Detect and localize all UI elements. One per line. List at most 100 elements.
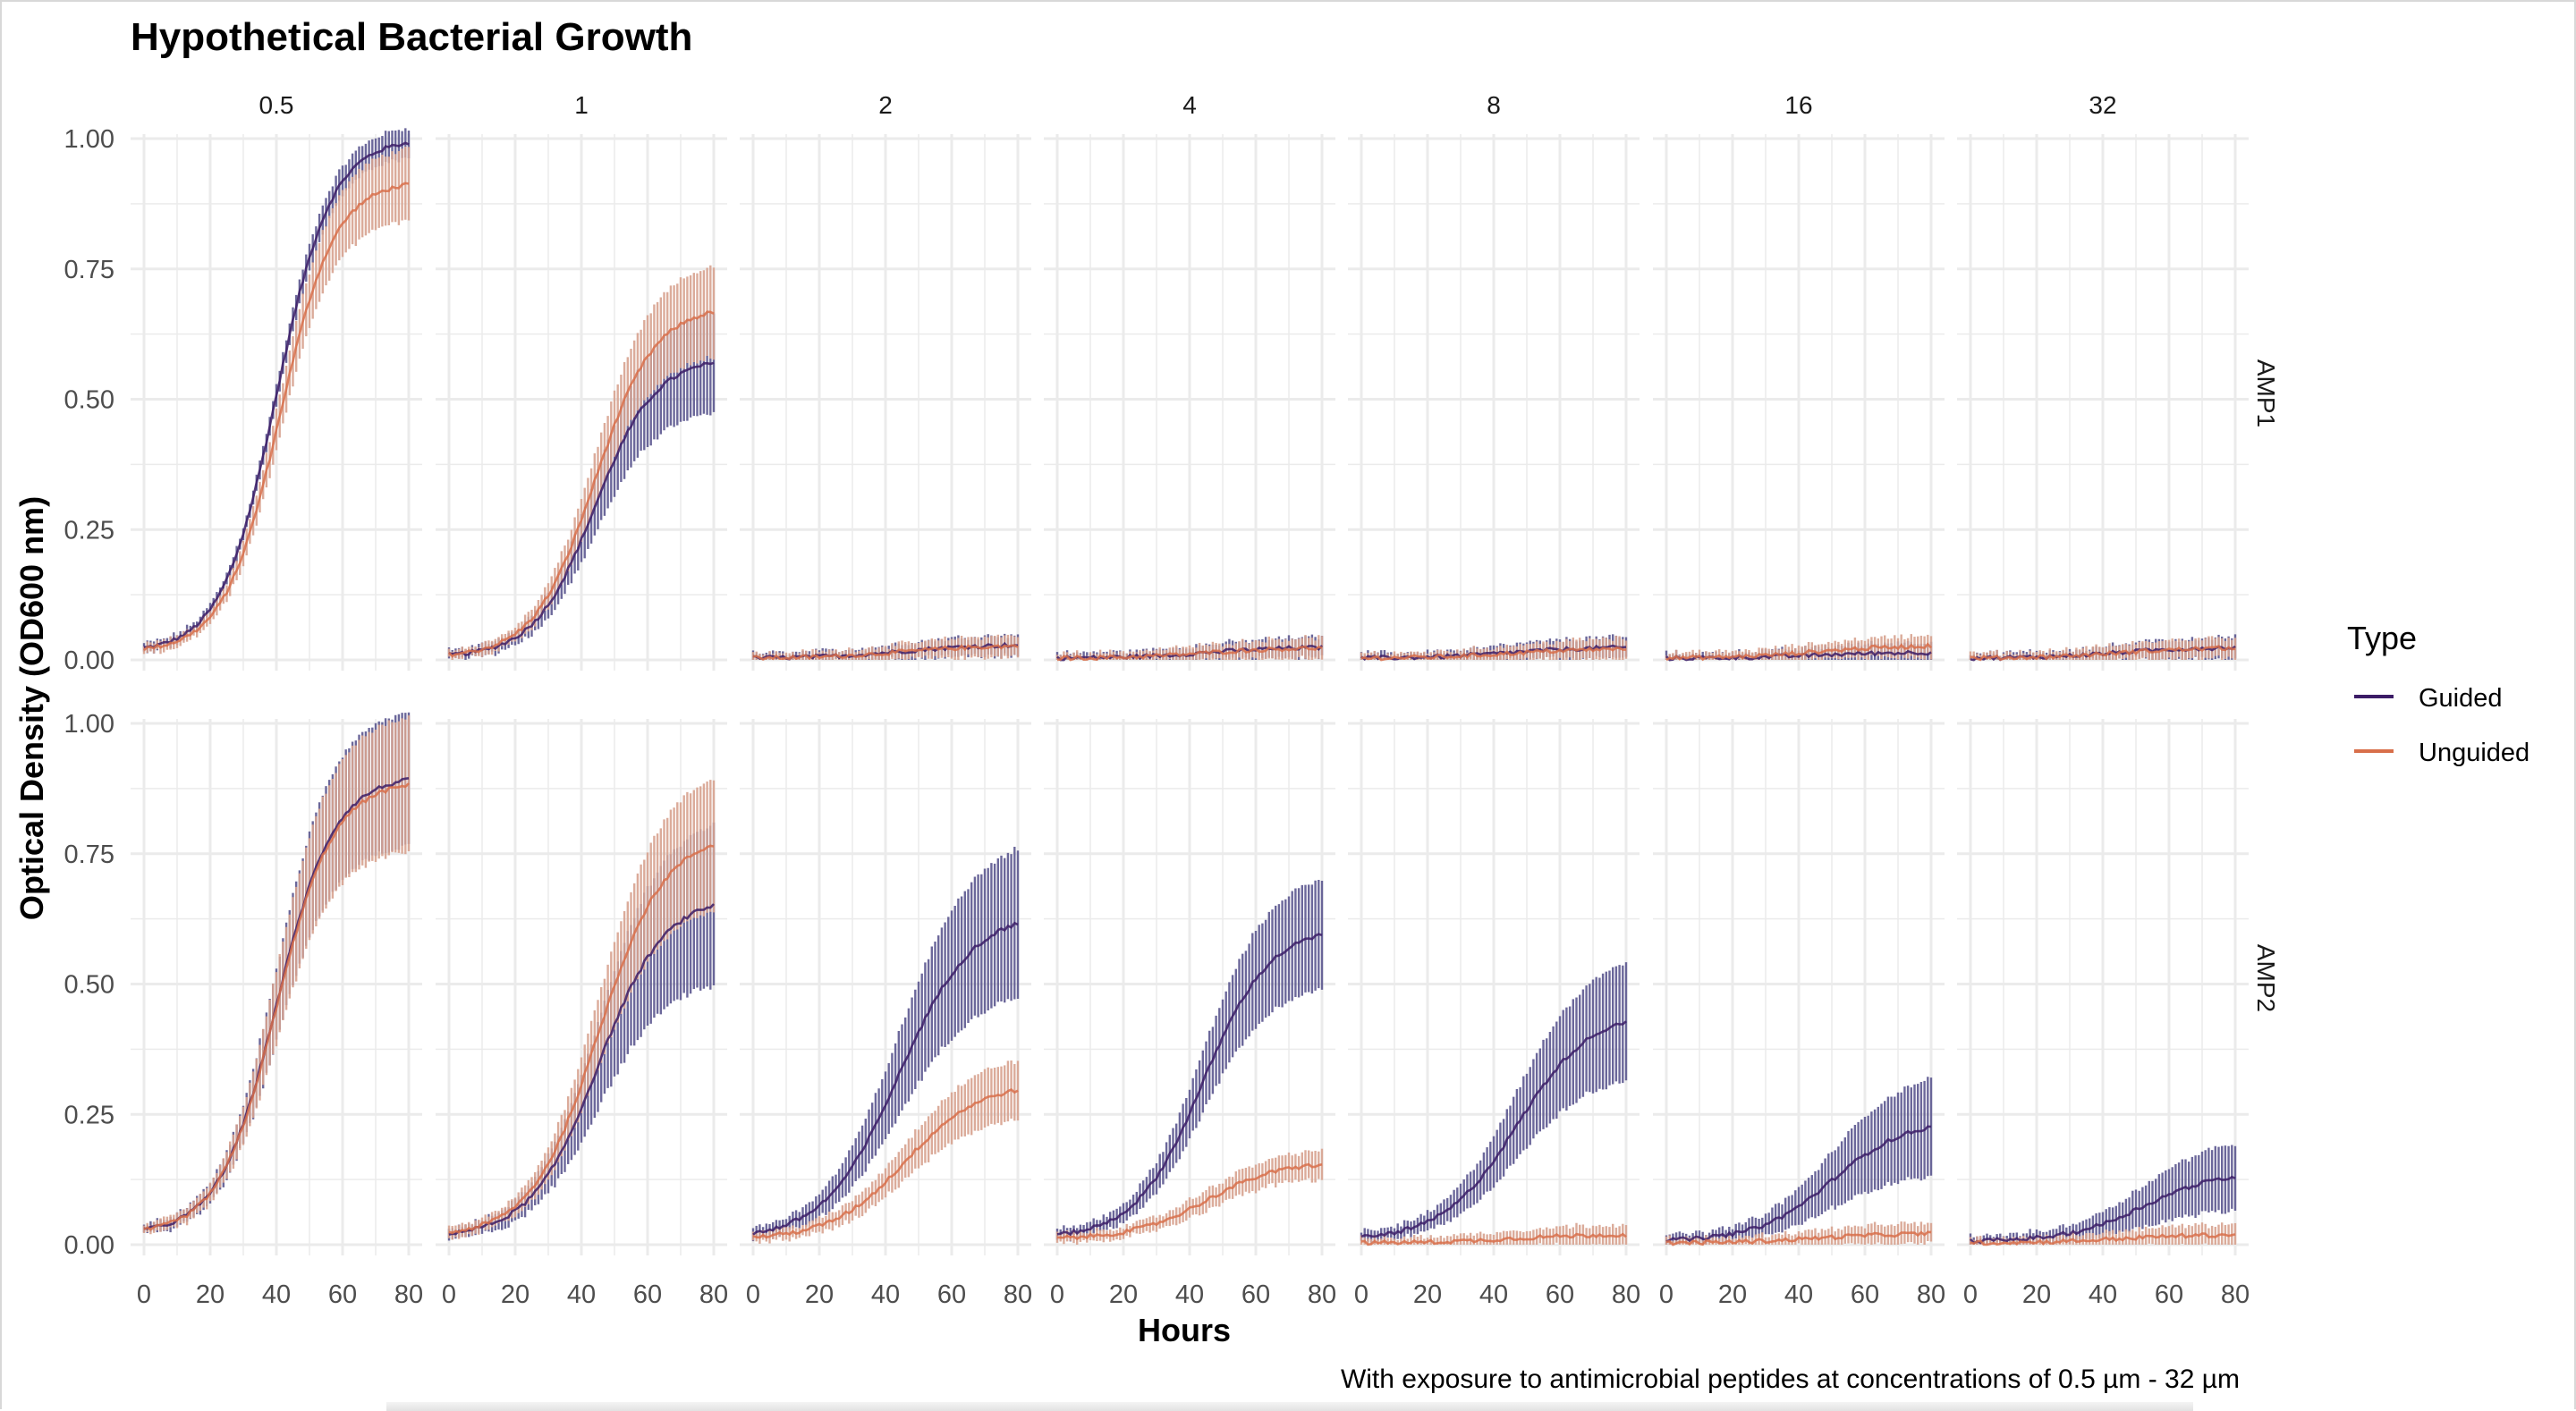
series-line-unguided (448, 844, 715, 1235)
series-line-unguided (1665, 642, 1932, 662)
x-tick-label: 40 (1784, 1280, 1813, 1309)
x-tick-label: 20 (1718, 1280, 1747, 1309)
y-tick-label: 0.25 (64, 516, 114, 545)
legend-label-guided: Guided (2419, 684, 2503, 713)
x-axis-label: Hours (1138, 1312, 1231, 1348)
series-line-unguided (1970, 1232, 2236, 1246)
y-tick-label: 0.00 (64, 646, 114, 675)
x-tick-label: 60 (328, 1280, 357, 1309)
x-tick-label: 0 (442, 1280, 456, 1309)
x-tick-label: 80 (2221, 1280, 2250, 1309)
series-line-guided (143, 141, 410, 649)
panel-AMP2-2: 0 20 40 60 80 (740, 719, 1032, 1309)
x-tick-label: 0 (1050, 1280, 1064, 1309)
series-line-unguided (1056, 1162, 1323, 1241)
x-tick-label: 40 (871, 1280, 900, 1309)
strip-label-8: 8 (1487, 91, 1501, 119)
x-tick-label: 60 (937, 1280, 966, 1309)
y-tick-label: 0.50 (64, 386, 114, 415)
error-bars-unguided (751, 634, 1020, 660)
x-tick-label: 20 (1413, 1280, 1442, 1309)
y-axis-label: Optical Density (OD600 nm) (13, 496, 50, 920)
x-tick-label: 40 (262, 1280, 291, 1309)
x-tick-label: 0 (1963, 1280, 1978, 1309)
x-tick-label: 80 (394, 1280, 423, 1309)
x-tick-label: 40 (1175, 1280, 1204, 1309)
strip-label-4: 4 (1182, 91, 1197, 119)
x-tick-label: 40 (2089, 1280, 2117, 1309)
series-line-unguided (143, 182, 410, 652)
legend: Type Guided Unguided (2347, 620, 2529, 767)
x-tick-label: 0 (746, 1280, 760, 1309)
series-line-unguided (752, 1087, 1019, 1239)
x-tick-label: 0 (1354, 1280, 1368, 1309)
x-tick-label: 20 (501, 1280, 530, 1309)
x-tick-label: 0 (137, 1280, 151, 1309)
panel-AMP2-0_5: 0.00 0.25 0.50 0.75 1.00 0 20 40 60 80 (64, 710, 424, 1309)
x-tick-label: 40 (1479, 1280, 1508, 1309)
panel-AMP2-4: 0 20 40 60 80 (1044, 719, 1336, 1309)
x-tick-label: 40 (567, 1280, 596, 1309)
x-tick-label: 60 (1851, 1280, 1879, 1309)
y-tick-label: 0.75 (64, 841, 114, 869)
series-line-unguided (1360, 1232, 1627, 1246)
panel-AMP1-0_5: 0.00 0.25 0.50 0.75 1.00 (64, 125, 422, 675)
y-tick-label: 0.00 (64, 1231, 114, 1260)
series-line-unguided (143, 782, 410, 1231)
legend-label-unguided: Unguided (2419, 739, 2529, 767)
x-tick-label: 60 (1546, 1280, 1574, 1309)
window-bottom-edge (386, 1402, 2193, 1411)
series-line-guided (1056, 645, 1323, 662)
strip-label-0_5: 0.5 (259, 91, 294, 119)
row-strip-label-amp1: AMP1 (2252, 359, 2280, 427)
x-tick-label: 60 (2155, 1280, 2183, 1309)
series-line-guided (448, 903, 715, 1237)
strip-label-1: 1 (574, 91, 589, 119)
series-line-unguided (752, 644, 1019, 661)
series-line-guided (1665, 1125, 1932, 1243)
panel-AMP2-1: 0 20 40 60 80 (436, 719, 728, 1309)
strip-label-16: 16 (1784, 91, 1812, 119)
panel-grid: 0.5 1 2 4 8 16 320.000.250.500.751.000.000.250… (64, 91, 2280, 1309)
x-tick-label: 20 (1109, 1280, 1138, 1309)
y-tick-label: 1.00 (64, 710, 114, 739)
series-line-unguided (1665, 1230, 1932, 1246)
x-tick-label: 80 (1917, 1280, 1945, 1309)
series-line-guided (1360, 1020, 1627, 1238)
x-tick-label: 60 (1241, 1280, 1270, 1309)
x-tick-label: 80 (699, 1280, 728, 1309)
legend-title: Type (2347, 620, 2417, 656)
series-line-guided (1056, 933, 1323, 1237)
strip-label-2: 2 (878, 91, 893, 119)
panel-AMP1-4 (1044, 134, 1335, 671)
series-line-guided (752, 921, 1019, 1236)
panel-AMP2-16: 0 20 40 60 80 (1653, 719, 1945, 1309)
x-tick-label: 0 (1659, 1280, 1674, 1309)
x-tick-label: 80 (1308, 1280, 1336, 1309)
y-tick-label: 0.25 (64, 1101, 114, 1129)
series-line-unguided (1056, 646, 1323, 662)
x-tick-label: 20 (2022, 1280, 2051, 1309)
y-tick-label: 1.00 (64, 125, 114, 154)
x-tick-label: 60 (633, 1280, 662, 1309)
panel-AMP1-2 (740, 134, 1031, 671)
y-tick-label: 0.50 (64, 971, 114, 1000)
series-line-unguided (1970, 645, 2236, 662)
strip-label-32: 32 (2089, 91, 2116, 119)
panel-AMP1-32 (1957, 134, 2249, 671)
row-strip-label-amp2: AMP2 (2252, 944, 2280, 1012)
chart-title: Hypothetical Bacterial Growth (131, 15, 692, 59)
panel-AMP1-1 (436, 134, 727, 671)
x-tick-label: 20 (196, 1280, 225, 1309)
x-tick-label: 20 (805, 1280, 834, 1309)
x-tick-label: 80 (1004, 1280, 1032, 1309)
series-line-unguided (1360, 646, 1626, 662)
y-tick-label: 0.75 (64, 256, 114, 284)
series-line-guided (1970, 1175, 2236, 1245)
panel-AMP1-8 (1348, 134, 1640, 671)
x-tick-label: 80 (1612, 1280, 1640, 1309)
panel-AMP2-8: 0 20 40 60 80 (1348, 719, 1640, 1309)
chart-caption: With exposure to antimicrobial peptides … (1341, 1365, 2240, 1394)
